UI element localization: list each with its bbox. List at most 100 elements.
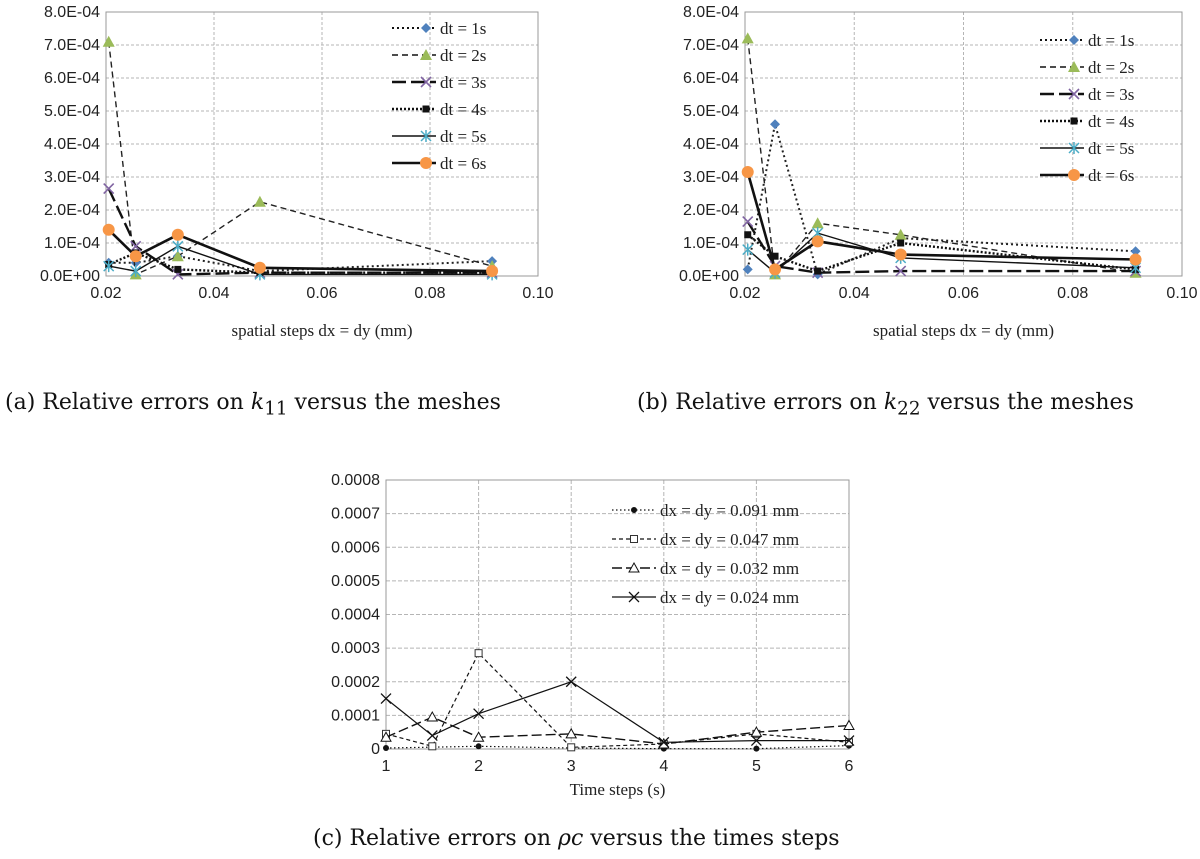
series-line (385, 681, 849, 743)
y-tick-label: 3.0E-04 (44, 169, 100, 186)
y-tick-label: 8.0E-04 (683, 4, 739, 21)
data-point (770, 119, 781, 130)
x-tick-label: 5 (752, 758, 761, 775)
data-point (742, 215, 754, 228)
series-6 (741, 166, 1142, 276)
data-point (742, 243, 754, 256)
data-point (750, 726, 763, 737)
series-3 (380, 711, 855, 749)
legend-label: dx = dy = 0.047 mm (660, 530, 799, 549)
y-tick-label: 0.0E+00 (40, 268, 100, 285)
data-point (383, 744, 389, 751)
chart-c-rhoc-legend: dx = dy = 0.091 mm dx = dy = 0.047 mm dx =… (612, 501, 799, 607)
data-point (845, 738, 853, 747)
y-tick-label: 5.0E-04 (44, 103, 100, 120)
data-point (1129, 253, 1142, 266)
chart-b-k22-legend: dt = 1s dt = 2s dt = 3s dt = 4s dt = 5s dt = … (1040, 31, 1134, 185)
y-tick-label: 0 (371, 741, 380, 758)
legend-marker (420, 130, 432, 142)
data-point (475, 743, 482, 750)
x-tick-label: 1 (382, 758, 391, 775)
y-tick-label: 0.0001 (331, 707, 380, 724)
data-point (811, 235, 824, 248)
legend-label: dt = 5s (440, 127, 486, 146)
series-2 (382, 649, 853, 752)
x-tick-label: 0.08 (1057, 285, 1088, 302)
y-tick-label: 0.0004 (331, 607, 380, 624)
data-point (486, 265, 499, 278)
legend-label: dt = 4s (440, 100, 486, 119)
legend-label: dt = 2s (440, 46, 486, 65)
data-point (741, 32, 754, 44)
caption-b-sub: 22 (897, 398, 921, 420)
data-point (253, 195, 266, 207)
x-tick-label: 0.06 (948, 285, 979, 302)
series-4 (380, 676, 855, 748)
x-tick-label: 6 (845, 758, 854, 775)
series-line (385, 652, 850, 748)
y-tick-label: 7.0E-04 (44, 37, 100, 54)
data-point (742, 264, 753, 275)
data-point (380, 731, 392, 742)
data-point (811, 217, 824, 229)
series-4 (744, 231, 1140, 275)
data-point (102, 35, 115, 47)
data-point (472, 731, 485, 742)
y-tick-label: 0.0002 (331, 674, 380, 691)
y-tick-label: 0.0007 (331, 506, 380, 523)
data-point (657, 737, 670, 749)
y-tick-label: 1.0E-04 (683, 235, 739, 252)
x-tick-label: 4 (659, 758, 668, 775)
y-tick-label: 4.0E-04 (683, 136, 739, 153)
data-point (843, 735, 855, 747)
legend-marker (1068, 61, 1080, 72)
data-point (565, 727, 578, 739)
caption-b-symbol: k (883, 390, 898, 415)
y-tick-label: 0.0008 (331, 472, 380, 489)
y-tick-label: 2.0E-04 (44, 202, 100, 219)
x-tick-label: 2 (474, 758, 483, 775)
y-tick-label: 4.0E-04 (44, 136, 100, 153)
caption-a-symbol: k (250, 390, 265, 415)
legend-label: dt = 3s (440, 73, 486, 92)
y-tick-label: 2.0E-04 (683, 202, 739, 219)
chart-b-k22-x-axis-label: spatial steps dx = dy (mm) (873, 321, 1054, 340)
chart-c-rhoc: 0 0.0001 0.0002 0.0003 0.0004 0.0005 0.0006 0.0… (331, 472, 855, 799)
series-line (107, 228, 493, 273)
x-tick-label: 0.04 (198, 285, 229, 302)
data-point (473, 708, 485, 720)
legend-label: dt = 6s (440, 154, 486, 173)
legend-marker (420, 49, 432, 60)
data-point (753, 745, 760, 752)
legend-label: dt = 5s (1088, 139, 1134, 158)
data-point (426, 711, 439, 722)
data-point (426, 730, 438, 742)
data-point (814, 267, 822, 275)
y-tick-label: 3.0E-04 (683, 169, 739, 186)
data-point (172, 240, 184, 253)
y-tick-label: 0.0E+00 (679, 268, 739, 285)
series-line (746, 123, 1136, 276)
y-tick-label: 6.0E-04 (683, 70, 739, 87)
series-line (385, 745, 850, 750)
data-point (771, 252, 779, 260)
legend-marker (1068, 169, 1080, 181)
series-line (746, 171, 1136, 272)
data-point (1130, 246, 1141, 257)
legend-marker (1068, 88, 1080, 100)
legend-label: dt = 3s (1088, 85, 1134, 104)
x-tick-label: 0.10 (522, 285, 553, 302)
y-tick-label: 1.0E-04 (44, 235, 100, 252)
data-point (103, 260, 115, 273)
x-tick-label: 0.02 (729, 285, 760, 302)
chart-a-k11-legend: dt = 1s dt = 2s dt = 3s dt = 4s dt = 5s dt = … (392, 19, 486, 173)
data-point (428, 742, 437, 751)
legend-marker (628, 591, 640, 603)
data-point (103, 182, 115, 195)
data-point (895, 265, 907, 277)
caption-a-sub: 11 (264, 398, 288, 420)
legend-label: dx = dy = 0.091 mm (660, 501, 799, 520)
y-tick-label: 6.0E-04 (44, 70, 100, 87)
legend-marker (1069, 35, 1079, 45)
caption-c-symbol: ρc (558, 826, 584, 851)
